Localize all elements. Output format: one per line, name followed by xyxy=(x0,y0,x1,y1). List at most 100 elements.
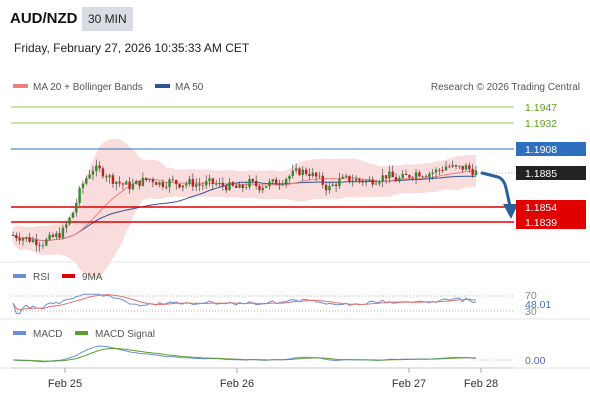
candle-body xyxy=(208,178,211,182)
candle-body xyxy=(185,183,188,186)
candle-body xyxy=(428,173,431,178)
candle-body xyxy=(178,184,181,188)
candle-body xyxy=(348,175,351,182)
candle-body xyxy=(138,180,141,186)
candle-body xyxy=(288,175,291,180)
candle-body xyxy=(248,179,251,188)
candle-body xyxy=(135,180,138,185)
rsi-30-label: 30 xyxy=(525,306,537,318)
macd-panel: MACD MACD Signal 0.00 xyxy=(12,329,546,367)
pivot-price-box xyxy=(516,142,586,156)
candle-body xyxy=(251,179,255,182)
candle-body xyxy=(111,175,115,184)
candle-body xyxy=(45,239,48,246)
candle-body xyxy=(281,183,285,185)
candle-body xyxy=(108,175,111,178)
candle-body xyxy=(424,176,428,178)
candle-body xyxy=(51,234,55,237)
candle-body xyxy=(158,182,161,185)
candle-body xyxy=(318,175,321,177)
timeframe-badge[interactable]: 30 MIN xyxy=(82,7,133,31)
candle-body xyxy=(291,170,294,176)
ma20-legend-label: MA 20 + Bollinger Bands xyxy=(33,82,143,93)
x-axis: Feb 25 Feb 26 Feb 27 Feb 28 xyxy=(11,367,514,390)
macd-legend-swatch xyxy=(13,331,26,335)
candle-body xyxy=(388,171,391,179)
candlesticks xyxy=(11,159,478,252)
candle-body xyxy=(244,187,248,188)
candle-body xyxy=(308,174,311,177)
candle-body xyxy=(324,184,328,191)
candle-body xyxy=(95,165,98,171)
candle-body xyxy=(274,179,278,185)
candle-body xyxy=(391,171,394,178)
candle-body xyxy=(55,233,58,237)
candle-body xyxy=(191,179,195,187)
macd-signal-legend-label: MACD Signal xyxy=(95,329,155,340)
candle-body xyxy=(408,174,411,178)
candle-body xyxy=(461,165,464,170)
candle-body xyxy=(334,184,338,187)
candle-body xyxy=(125,181,128,185)
candle-body xyxy=(378,181,381,184)
candle-body xyxy=(204,181,208,186)
macd-legend-label: MACD xyxy=(33,329,62,340)
candle-body xyxy=(301,169,304,175)
candle-body xyxy=(431,172,434,174)
candle-body xyxy=(401,173,404,179)
candle-body xyxy=(78,188,81,203)
candle-body xyxy=(218,182,221,184)
candle-body xyxy=(48,234,51,240)
x-tick-feb-25: Feb 25 xyxy=(48,378,82,390)
candle-body xyxy=(175,180,178,185)
candle-body xyxy=(151,179,155,183)
candle-body xyxy=(321,175,324,185)
macd-signal-line xyxy=(13,347,477,362)
candle-body xyxy=(41,245,45,247)
candle-body xyxy=(358,178,361,181)
candle-body xyxy=(145,177,148,181)
candle-body xyxy=(448,166,451,168)
candle-body xyxy=(284,179,288,184)
candle-body xyxy=(68,217,71,225)
candle-body xyxy=(161,182,165,187)
x-tick-feb-27: Feb 27 xyxy=(392,378,426,390)
level-label-1854: 1.1854 xyxy=(525,202,557,214)
rsi-panel: RSI 9MA 70 30 48.01 xyxy=(11,272,551,318)
candle-body xyxy=(381,175,384,182)
candle-body xyxy=(11,235,15,236)
forecast-arrow xyxy=(480,171,518,219)
candle-body xyxy=(221,182,225,187)
candle-body xyxy=(361,180,364,183)
candle-body xyxy=(294,168,298,171)
candle-body xyxy=(278,184,281,186)
candle-body xyxy=(148,179,151,181)
level-label-1885: 1.1885 xyxy=(525,168,557,180)
candle-body xyxy=(404,173,408,175)
x-tick-feb-26: Feb 26 xyxy=(220,378,254,390)
level-label-1932: 1.1932 xyxy=(525,118,557,130)
candle-body xyxy=(371,179,374,185)
candle-body xyxy=(81,183,85,189)
candle-body xyxy=(458,165,461,167)
candle-body xyxy=(394,177,398,182)
candle-body xyxy=(105,176,108,178)
candle-body xyxy=(115,181,118,184)
candle-body xyxy=(331,184,334,186)
candle-body xyxy=(65,224,68,228)
candle-body xyxy=(228,182,231,191)
candle-body xyxy=(28,237,31,242)
candle-body xyxy=(195,184,198,187)
candle-body xyxy=(474,170,478,175)
candle-body xyxy=(224,186,228,191)
candle-body xyxy=(38,245,41,247)
candle-body xyxy=(238,184,241,188)
candle-body xyxy=(21,238,25,241)
candle-body xyxy=(231,182,235,186)
candle-body xyxy=(171,179,175,181)
candle-body xyxy=(31,239,35,242)
main-legend: MA 20 + Bollinger Bands MA 50 Research ©… xyxy=(13,82,580,93)
candle-body xyxy=(454,165,458,167)
candle-body xyxy=(444,166,448,171)
candle-body xyxy=(165,186,168,188)
